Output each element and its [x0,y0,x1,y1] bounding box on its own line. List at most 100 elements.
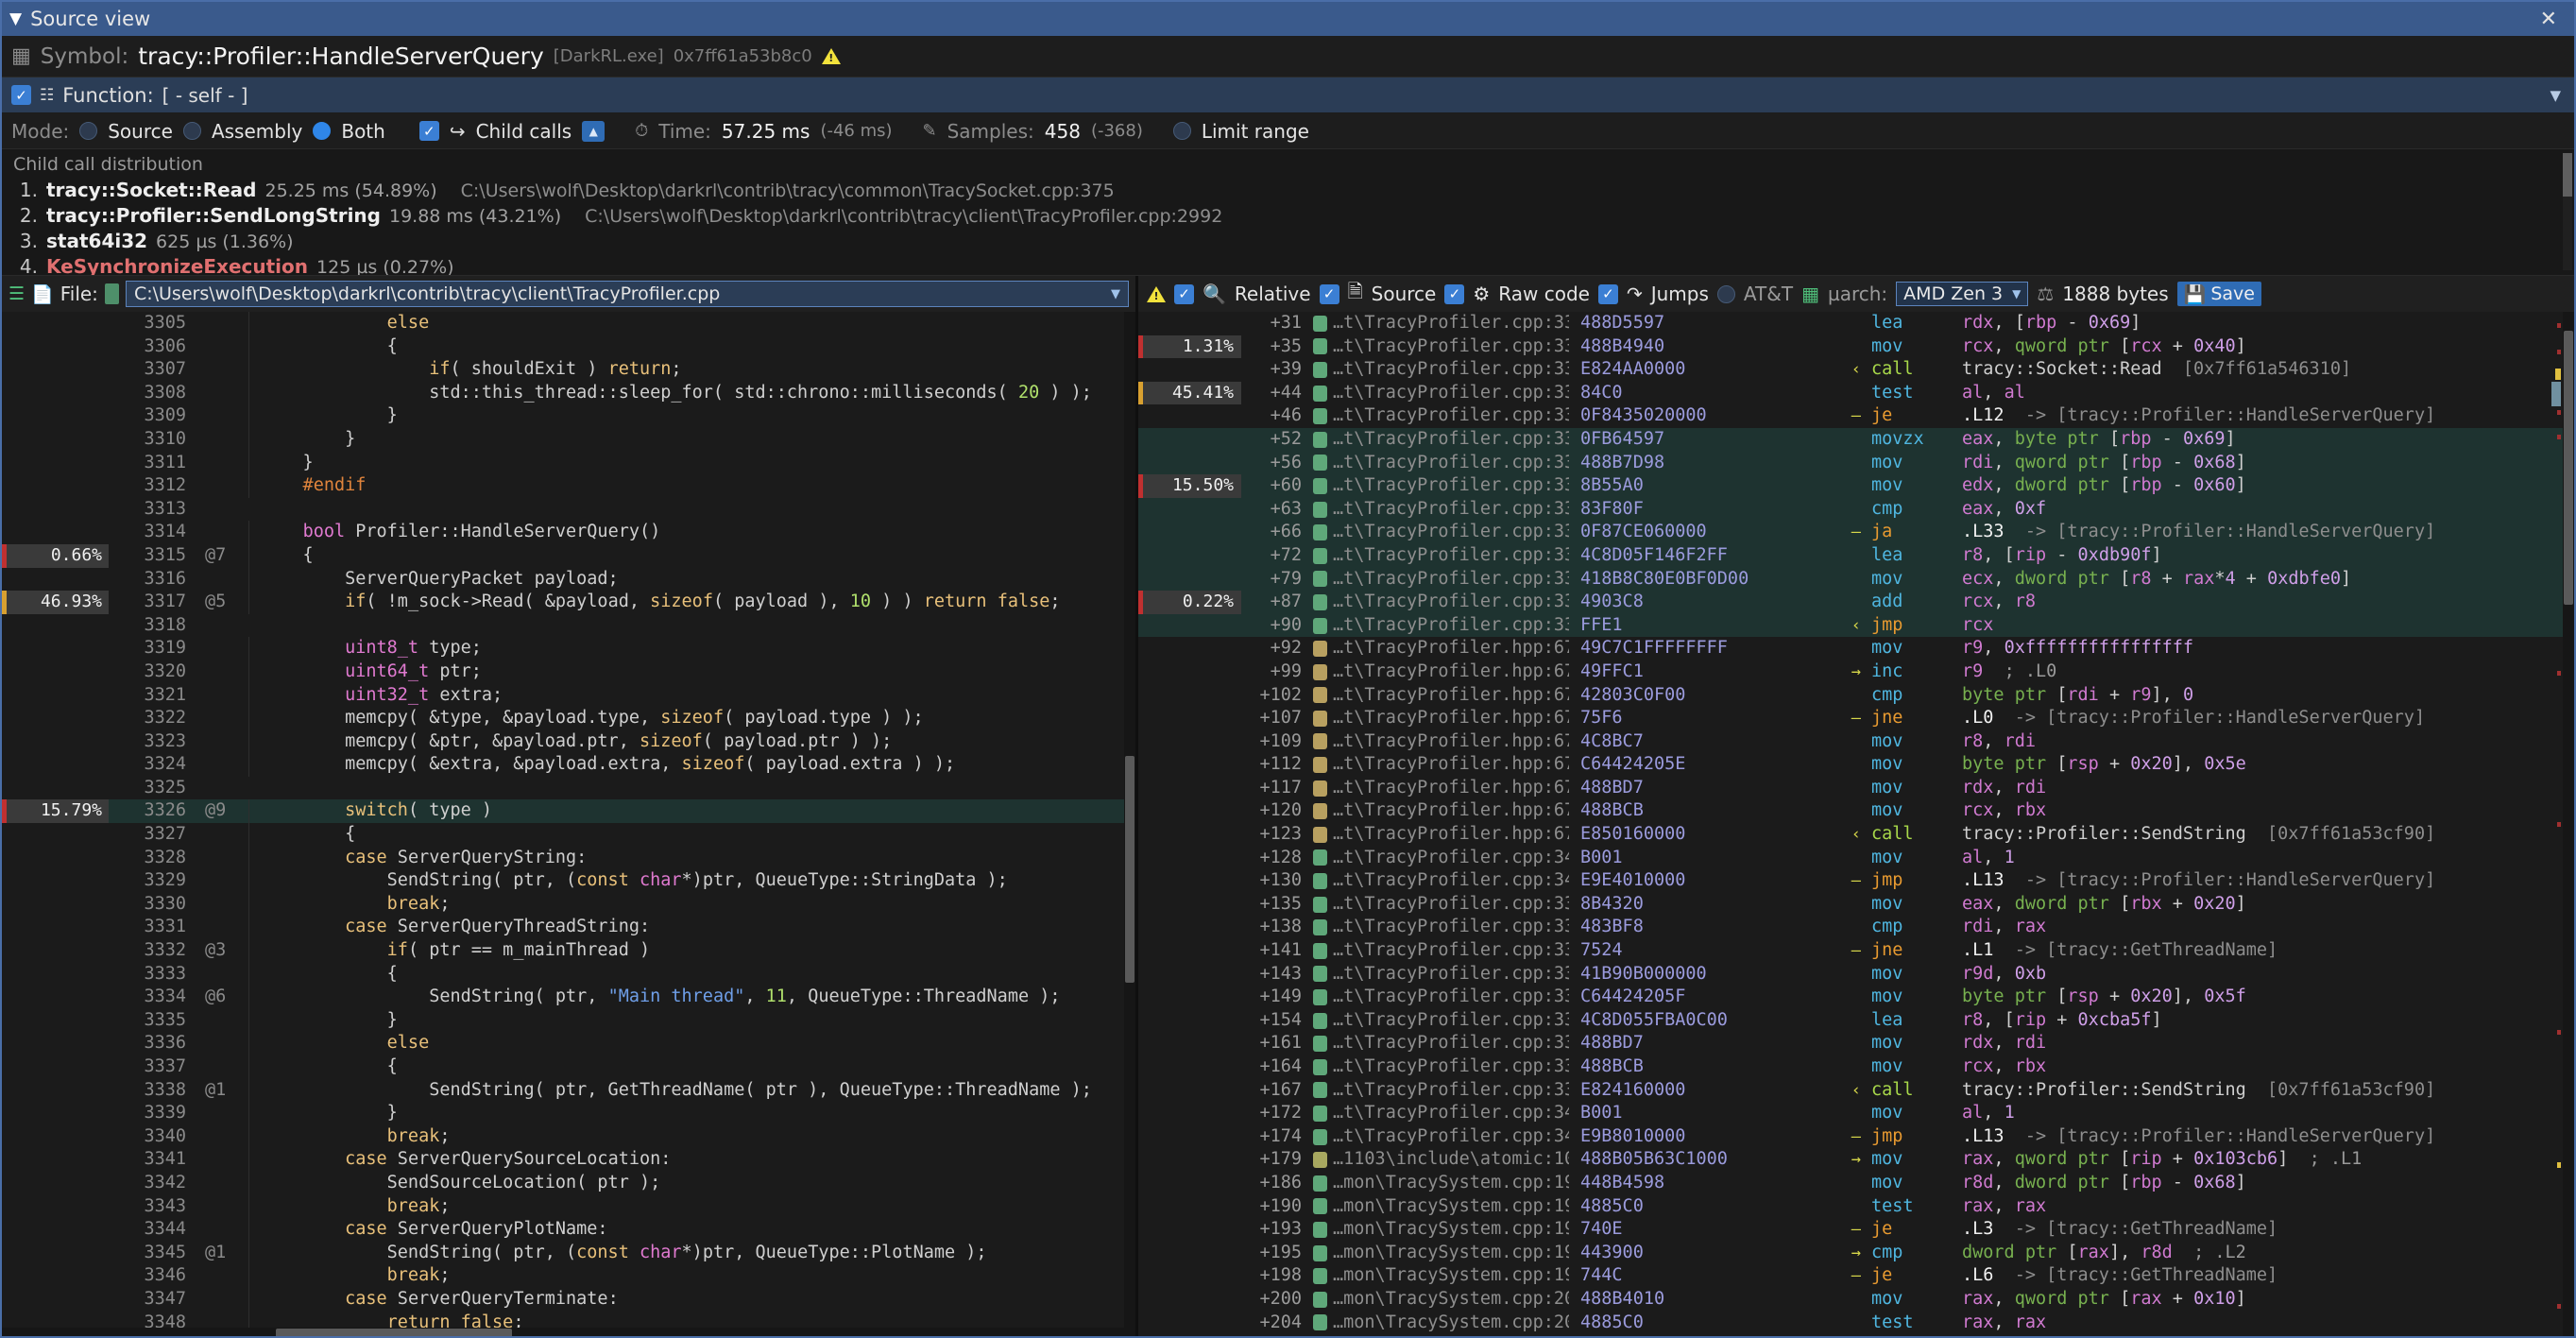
att-label[interactable]: AT&T [1743,283,1794,305]
source-line[interactable]: 3348 return false; [2,1311,1135,1335]
asm-source-location[interactable]: …mon\TracySystem.cpp:203 [1333,1288,1569,1309]
asm-source-location[interactable]: …mon\TracySystem.cpp:199 [1333,1265,1569,1286]
assembly-line[interactable]: +164 …t\TracyProfiler.cpp:3334 488BCB mov rc… [1138,1055,2574,1079]
file-icon[interactable]: 📄 [31,283,54,305]
assembly-line[interactable]: +161 …t\TracyProfiler.cpp:3334 488BD7 mov rd… [1138,1032,2574,1055]
source-vertical-scrollbar[interactable] [1124,312,1135,1336]
function-checkbox[interactable]: ✓ [11,85,31,105]
child-calls-scrollbar[interactable] [2563,153,2572,270]
assembly-line[interactable]: +149 …t\TracyProfiler.cpp:3334 C64424205F m… [1138,986,2574,1009]
source-line[interactable]: 3324 memcpy( &extra, &payload.extra, siz… [2,753,1135,777]
save-button[interactable]: 💾 Save [2176,282,2261,306]
limit-range-label[interactable]: Limit range [1201,119,1309,143]
asm-source-location[interactable]: …mon\TracySystem.cpp:199 [1333,1242,1569,1262]
source-line[interactable]: 3334 @6 SendString( ptr, "Main thread", 1… [2,986,1135,1009]
assembly-line[interactable]: +90 …t\TracyProfiler.cpp:3326 FFE1 ‹ jmp rcx [1138,613,2574,638]
child-calls-label[interactable]: Child calls [475,119,572,143]
assembly-line[interactable]: +109 …t\TracyProfiler.hpp:676 4C8BC7 mov r8,… [1138,730,2574,754]
source-line[interactable]: 3306 { [2,334,1135,359]
asm-source-location[interactable]: …t\TracyProfiler.cpp:3326 [1333,544,1569,565]
source-line[interactable]: 15.79% 3326 @9 switch( type ) [2,799,1135,824]
mode-option-assembly[interactable]: Assembly [211,119,303,143]
source-line[interactable]: 3316 ServerQueryPacket payload; [2,567,1135,592]
assembly-line[interactable]: +52 …t\TracyProfiler.cpp:3326 0FB64597 movz… [1138,427,2574,452]
assembly-line[interactable]: +154 …t\TracyProfiler.cpp:3334 4C8D055FBA0… [1138,1009,2574,1033]
mode-option-source[interactable]: Source [108,119,173,143]
asm-source-location[interactable]: …t\TracyProfiler.cpp:3326 [1333,614,1569,635]
assembly-line[interactable]: +117 …t\TracyProfiler.hpp:676 488BD7 mov rdx… [1138,777,2574,800]
relative-label[interactable]: Relative [1234,283,1311,305]
asm-source-location[interactable]: …t\TracyProfiler.cpp:3334 [1333,1079,1569,1100]
source-line[interactable]: 3347 case ServerQueryTerminate: [2,1287,1135,1312]
asm-source-location[interactable]: …t\TracyProfiler.cpp:3326 [1333,568,1569,589]
mode-option-both[interactable]: Both [341,119,385,143]
source-line[interactable]: 3308 std::this_thread::sleep_for( std::c… [2,381,1135,405]
assembly-line[interactable]: +172 …t\TracyProfiler.cpp:3401 B001 mov al, … [1138,1102,2574,1125]
assembly-line[interactable]: +102 …t\TracyProfiler.hpp:676 42803C0F00 cm… [1138,684,2574,708]
source-line[interactable]: 3327 { [2,823,1135,847]
source-line[interactable]: 3307 if( shouldExit ) return; [2,358,1135,382]
assembly-line[interactable]: 15.50% +60 …t\TracyProfiler.cpp:3326 8B55A0… [1138,474,2574,498]
source-line[interactable]: 3333 { [2,962,1135,986]
child-calls-checkbox[interactable]: ✓ [418,121,439,141]
asm-source-location[interactable]: …mon\TracySystem.cpp:197 [1333,1172,1569,1192]
stack-icon[interactable]: ☰ [9,283,26,304]
assembly-line[interactable]: +99 …t\TracyProfiler.hpp:676 49FFC1 → inc r9 … [1138,660,2574,684]
asm-source-location[interactable]: …t\TracyProfiler.cpp:3334 [1333,986,1569,1007]
asm-warning-triangle-icon[interactable] [1147,285,1166,302]
asm-source-location[interactable]: …t\TracyProfiler.cpp:3317 [1333,405,1569,426]
asm-source-location[interactable]: …t\TracyProfiler.cpp:3334 [1333,1033,1569,1054]
asm-source-location[interactable]: …t\TracyProfiler.cpp:3326 [1333,498,1569,519]
asm-source-location[interactable]: …t\TracyProfiler.cpp:3334 [1333,963,1569,984]
assembly-line[interactable]: +46 …t\TracyProfiler.cpp:3317 0F8435020000… [1138,404,2574,428]
source-line[interactable]: 3328 case ServerQueryString: [2,846,1135,870]
att-checkbox[interactable] [1716,284,1735,303]
assembly-line[interactable]: +39 …t\TracyProfiler.cpp:3317 E824AA0000 ‹ c… [1138,358,2574,382]
file-path-input[interactable]: C:\Users\wolf\Desktop\darkrl\contrib\tra… [125,281,1129,307]
warning-triangle-icon[interactable] [821,48,841,64]
source-line[interactable]: 3343 break; [2,1194,1135,1219]
source-line[interactable]: 3329 SendString( ptr, (const char*)ptr, … [2,869,1135,893]
source-line[interactable]: 3319 uint8_t type; [2,637,1135,660]
source-line[interactable]: 3318 [2,614,1135,638]
source-line[interactable]: 3305 else [2,312,1135,335]
source-code-listing[interactable]: 3305 else 3306 {3307 if( shouldExit ) ret… [2,312,1135,1336]
file-path-dropdown-icon[interactable]: ▼ [1111,286,1120,301]
assembly-line[interactable]: +167 …t\TracyProfiler.cpp:3334 E824160000 ‹… [1138,1079,2574,1103]
assembly-line[interactable]: +72 …t\TracyProfiler.cpp:3326 4C8D05F146F2… [1138,543,2574,568]
source-line[interactable]: 3309 } [2,404,1135,428]
asm-source-location[interactable]: …t\TracyProfiler.hpp:676 [1333,708,1569,729]
asm-source-location[interactable]: …t\TracyProfiler.cpp:3401 [1333,1103,1569,1124]
asm-source-location[interactable]: …t\TracyProfiler.cpp:3326 [1333,522,1569,542]
uarch-select[interactable]: AMD Zen 3 ▼ [1896,282,2029,306]
raw-code-label[interactable]: Raw code [1498,283,1590,305]
source-line[interactable]: 0.66% 3315 @7 { [2,543,1135,568]
asm-source-location[interactable]: …mon\TracySystem.cpp:203 [1333,1334,1569,1336]
source-line[interactable]: 3311 } [2,451,1135,475]
child-call-row[interactable]: 4. KeSynchronizeExecution 125 µs (0.27%) [13,255,2563,275]
asm-source-location[interactable]: …t\TracyProfiler.hpp:676 [1333,800,1569,821]
source-line[interactable]: 3332 @3 if( ptr == m_mainThread ) [2,939,1135,963]
asm-source-location[interactable]: …t\TracyProfiler.cpp:3401 [1333,870,1569,891]
assembly-line[interactable]: +190 …mon\TracySystem.cpp:197 4885C0 test ra… [1138,1195,2574,1219]
assembly-line[interactable]: 45.41% +44 …t\TracyProfiler.cpp:3317 84C0 te… [1138,381,2574,405]
asm-source-location[interactable]: …t\TracyProfiler.hpp:676 [1333,824,1569,845]
source-line[interactable]: 3314 bool Profiler::HandleServerQuery() [2,521,1135,544]
source-line[interactable]: 3342 SendSourceLocation( ptr ); [2,1171,1135,1195]
asm-source-location[interactable]: …t\TracyProfiler.cpp:3334 [1333,1009,1569,1030]
asm-source-location[interactable]: …t\TracyProfiler.hpp:676 [1333,777,1569,798]
source-line[interactable]: 3338 @1 SendString( ptr, GetThreadName( p… [2,1078,1135,1103]
child-call-row[interactable]: 2. tracy::Profiler::SendLongString 19.88 m… [13,204,2563,230]
asm-source-location[interactable]: …mon\TracySystem.cpp:197 [1333,1219,1569,1240]
source-line[interactable]: 3325 [2,777,1135,800]
asm-source-location[interactable]: …t\TracyProfiler.hpp:676 [1333,754,1569,775]
assembly-line[interactable]: +63 …t\TracyProfiler.cpp:3326 83F80F cmp eax… [1138,497,2574,522]
assembly-line[interactable]: +143 …t\TracyProfiler.cpp:3334 41B90B00000… [1138,963,2574,986]
assembly-line[interactable]: +179 …1103\include\atomic:1048 488B05B63C1… [1138,1148,2574,1172]
collapse-triangle-icon[interactable]: ▼ [9,9,23,28]
asm-source-location[interactable]: …mon\TracySystem.cpp:203 [1333,1312,1569,1332]
assembly-line[interactable]: +107 …t\TracyProfiler.hpp:676 75F6 — jne .L0 … [1138,707,2574,730]
assembly-line[interactable]: +130 …t\TracyProfiler.cpp:3401 E9E4010000 —… [1138,869,2574,893]
source-line[interactable]: 3323 memcpy( &ptr, &payload.ptr, sizeof(… [2,729,1135,754]
asm-source-location[interactable]: …t\TracyProfiler.cpp:3332 [1333,940,1569,961]
